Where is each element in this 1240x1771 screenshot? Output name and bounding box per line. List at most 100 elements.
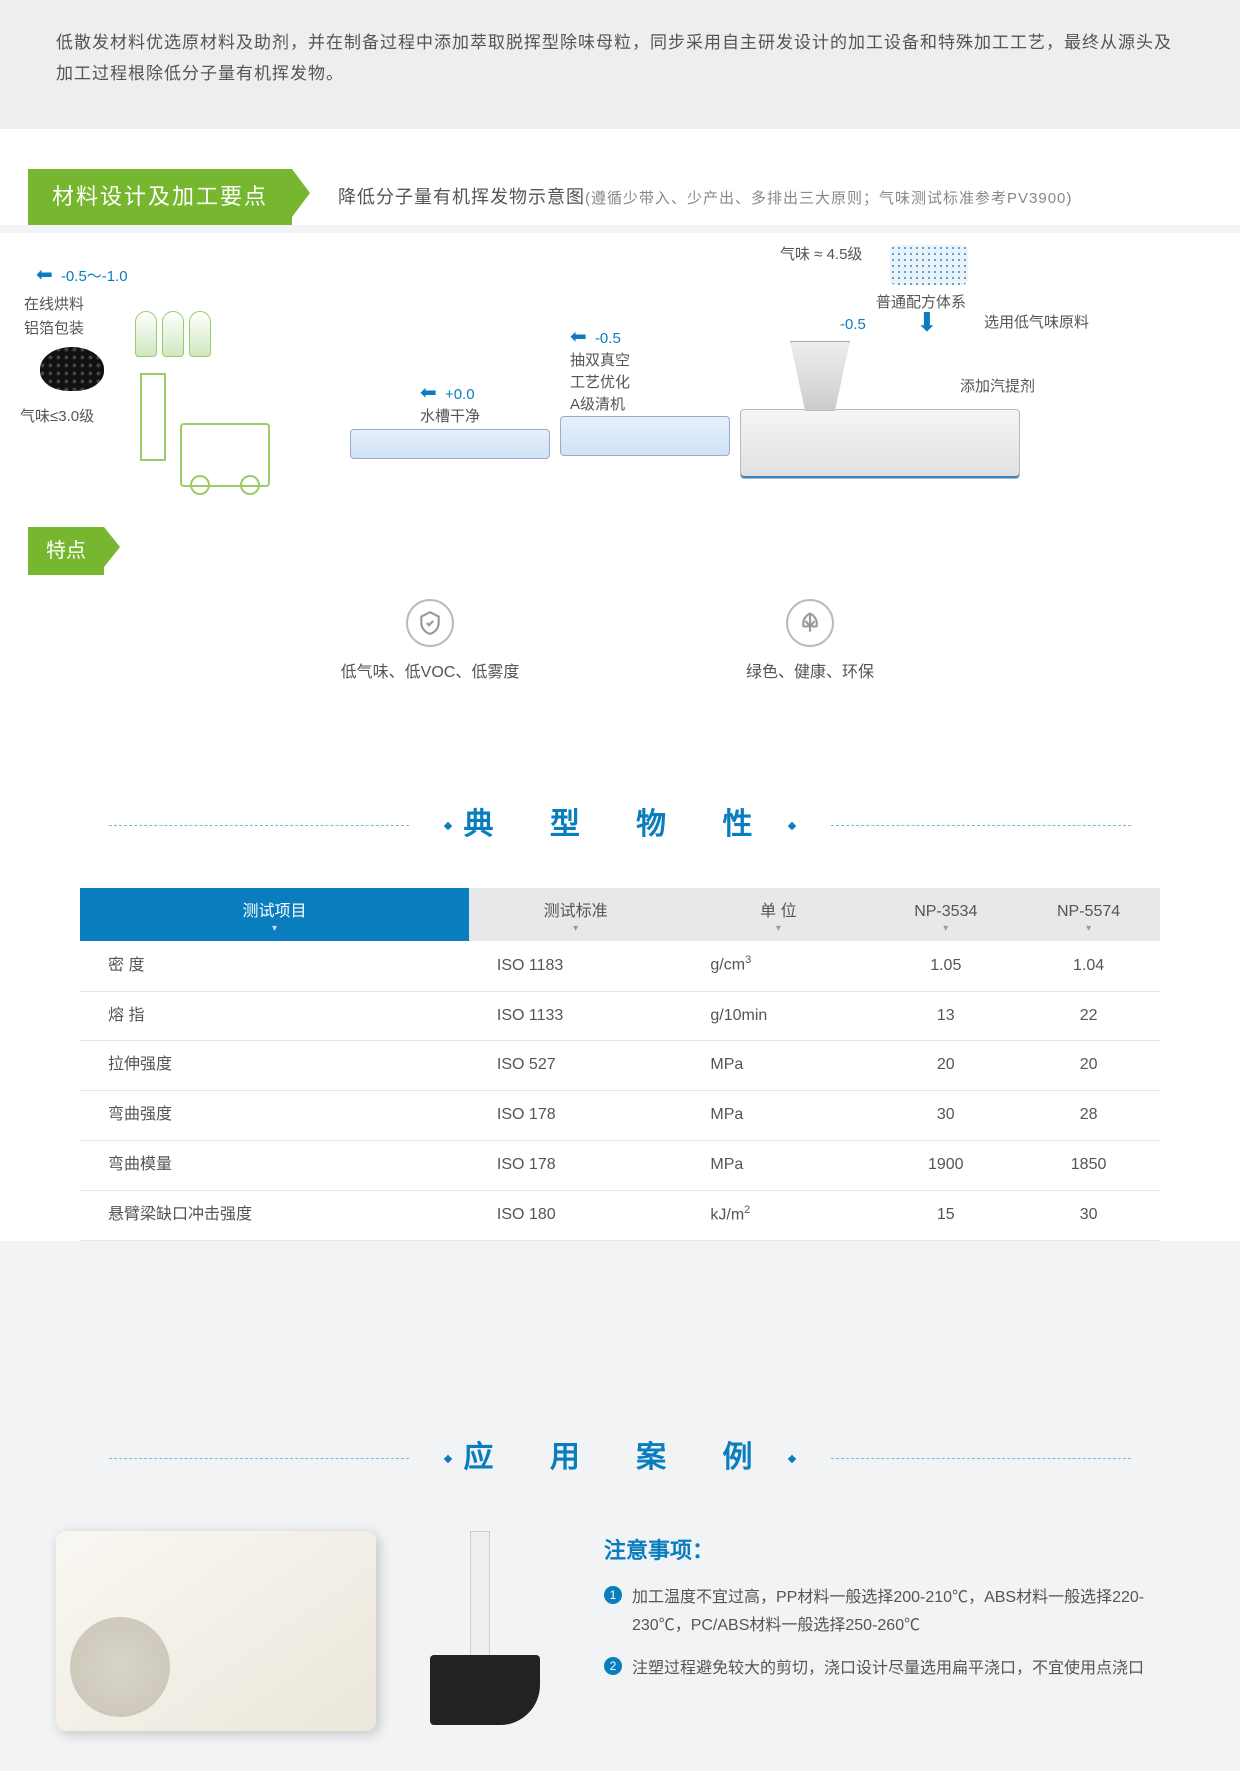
table-cell: 密 度	[80, 941, 469, 991]
notes-title: 注意事项：	[604, 1531, 1184, 1571]
properties-section: 典 型 物 性 测试项目▾测试标准▾单 位▾NP-3534▾NP-5574▾ 密…	[0, 748, 1240, 1241]
table-cell: MPa	[682, 1041, 874, 1091]
notes-item: 加工温度不宜过高，PP材料一般选择200-210℃，ABS材料一般选择220-2…	[604, 1584, 1184, 1638]
leaf-icon	[786, 599, 834, 647]
section1-desc-main: 降低分子量有机挥发物示意图	[338, 187, 585, 207]
control-panel-icon	[140, 373, 166, 461]
diagram-val1: -0.5～-1.0	[61, 268, 128, 285]
table-cell: ISO 1183	[469, 941, 682, 991]
table-cell: 1850	[1017, 1140, 1160, 1190]
table-cell: ISO 180	[469, 1190, 682, 1240]
table-header-cell: 测试标准▾	[469, 888, 682, 942]
section1-label: 材料设计及加工要点	[28, 169, 292, 225]
table-cell: ISO 178	[469, 1140, 682, 1190]
table-cell: 28	[1017, 1091, 1160, 1141]
tank2-icon	[560, 416, 730, 456]
process-diagram: ⬅ -0.5～-1.0 在线烘料 铝箔包装 气味≤3.0级 ⬅ +0.0 水槽干…	[0, 233, 1240, 513]
shield-icon	[406, 599, 454, 647]
notes-list: 加工温度不宜过高，PP材料一般选择200-210℃，ABS材料一般选择220-2…	[604, 1584, 1184, 1682]
table-cell: kJ/m2	[682, 1190, 874, 1240]
table-cell: 拉伸强度	[80, 1041, 469, 1091]
table-cell: 22	[1017, 991, 1160, 1041]
intro-box: 低散发材料优选原材料及助剂，并在制备过程中添加萃取脱挥型除味母粒，同步采用自主研…	[0, 0, 1240, 129]
arrow-down: ⬇	[916, 309, 938, 340]
hopper-icon	[135, 311, 157, 357]
diagram-arrow1: ⬅ -0.5～-1.0	[36, 257, 128, 293]
water-tank-icon	[350, 429, 550, 459]
table-cell: 弯曲模量	[80, 1140, 469, 1190]
table-cell: 弯曲强度	[80, 1091, 469, 1141]
table-header-cell: NP-3534▾	[874, 888, 1017, 942]
feature-text: 低气味、低VOC、低雾度	[340, 659, 520, 688]
table-cell: 15	[874, 1190, 1017, 1240]
application-section: 应 用 案 例 注意事项： 加工温度不宜过高，PP材料一般选择200-210℃，…	[0, 1381, 1240, 1771]
intro-text: 低散发材料优选原材料及助剂，并在制备过程中添加萃取脱挥型除味母粒，同步采用自主研…	[56, 28, 1184, 89]
section1-header: 材料设计及加工要点 降低分子量有机挥发物示意图(遵循少带入、少产出、多排出三大原…	[0, 129, 1240, 225]
raw-label: 选用低气味原料	[984, 309, 1089, 336]
properties-table: 测试项目▾测试标准▾单 位▾NP-3534▾NP-5574▾ 密 度ISO 11…	[80, 888, 1160, 1241]
top-label: 气味 ≈ 4.5级	[780, 241, 862, 268]
table-header-cell: 单 位▾	[682, 888, 874, 942]
table-row: 弯曲模量ISO 178MPa19001850	[80, 1140, 1160, 1190]
table-cell: ISO 527	[469, 1041, 682, 1091]
table-row: 熔 指ISO 1133g/10min1322	[80, 991, 1160, 1041]
table-cell: g/10min	[682, 991, 874, 1041]
hopper-icon	[189, 311, 211, 357]
extruder-icon	[740, 409, 1020, 479]
table-header-cell: 测试项目▾	[80, 888, 469, 942]
features-section: 特点 低气味、低VOC、低雾度 绿色、健康、环保	[0, 513, 1240, 748]
table-cell: 悬臂梁缺口冲击强度	[80, 1190, 469, 1240]
speckle-icon	[890, 245, 968, 285]
tank-label: 水槽干净	[420, 403, 480, 430]
table-cell: 1900	[874, 1140, 1017, 1190]
table-row: 悬臂梁缺口冲击强度ISO 180kJ/m21530	[80, 1190, 1160, 1240]
diagram-label1a: 在线烘料	[24, 291, 84, 318]
table-cell: 30	[1017, 1190, 1160, 1240]
table-cell: MPa	[682, 1091, 874, 1141]
properties-header-text: 典 型 物 性	[433, 808, 806, 841]
table-cell: g/cm3	[682, 941, 874, 991]
granule-icon	[40, 347, 104, 391]
agent-label: 添加汽提剂	[960, 373, 1035, 400]
table-body: 密 度ISO 1183g/cm31.051.04熔 指ISO 1133g/10m…	[80, 941, 1160, 1240]
feature-text: 绿色、健康、环保	[720, 659, 900, 688]
application-header-text: 应 用 案 例	[433, 1441, 806, 1474]
properties-header: 典 型 物 性	[0, 748, 1240, 888]
table-row: 弯曲强度ISO 178MPa3028	[80, 1091, 1160, 1141]
table-cell: 20	[1017, 1041, 1160, 1091]
application-area: 注意事项： 加工温度不宜过高，PP材料一般选择200-210℃，ABS材料一般选…	[0, 1521, 1240, 1771]
notes-box: 注意事项： 加工温度不宜过高，PP材料一般选择200-210℃，ABS材料一般选…	[574, 1531, 1184, 1731]
feature-item: 低气味、低VOC、低雾度	[340, 599, 520, 688]
table-head-row: 测试项目▾测试标准▾单 位▾NP-3534▾NP-5574▾	[80, 888, 1160, 942]
val3: -0.5	[840, 311, 866, 338]
table-cell: 30	[874, 1091, 1017, 1141]
table-cell: ISO 1133	[469, 991, 682, 1041]
table-row: 拉伸强度ISO 527MPa2020	[80, 1041, 1160, 1091]
feature-item: 绿色、健康、环保	[720, 599, 900, 688]
door-panel-image	[56, 1531, 376, 1731]
features-label: 特点	[28, 527, 104, 575]
table-cell: MPa	[682, 1140, 874, 1190]
section1-desc: 降低分子量有机挥发物示意图(遵循少带入、少产出、多排出三大原则；气味测试标准参考…	[338, 181, 1072, 213]
arrow-down-icon: ⬇	[916, 307, 938, 337]
pillar-trim-image	[400, 1531, 550, 1731]
table-cell: 1.05	[874, 941, 1017, 991]
diagram-label2: 气味≤3.0级	[20, 403, 94, 430]
table-cell: 20	[874, 1041, 1017, 1091]
table-row: 密 度ISO 1183g/cm31.051.04	[80, 941, 1160, 991]
table-cell: ISO 178	[469, 1091, 682, 1141]
tank-val: +0.0	[445, 386, 475, 403]
table-cell: 13	[874, 991, 1017, 1041]
ext-label-c: A级清机	[570, 391, 625, 418]
diagram-label1b: 铝箔包装	[24, 315, 84, 342]
notes-item: 注塑过程避免较大的剪切，浇口设计尽量选用扁平浇口，不宜使用点浇口	[604, 1655, 1184, 1682]
table-cell: 1.04	[1017, 941, 1160, 991]
feed-hopper-icon	[790, 341, 850, 411]
application-header: 应 用 案 例	[0, 1381, 1240, 1521]
ext-val: -0.5	[595, 330, 621, 347]
cart-icon	[180, 423, 270, 487]
arrow-left-icon: ⬅	[36, 257, 53, 293]
table-header-cell: NP-5574▾	[1017, 888, 1160, 942]
table-cell: 熔 指	[80, 991, 469, 1041]
features-row: 低气味、低VOC、低雾度 绿色、健康、环保	[0, 575, 1240, 748]
